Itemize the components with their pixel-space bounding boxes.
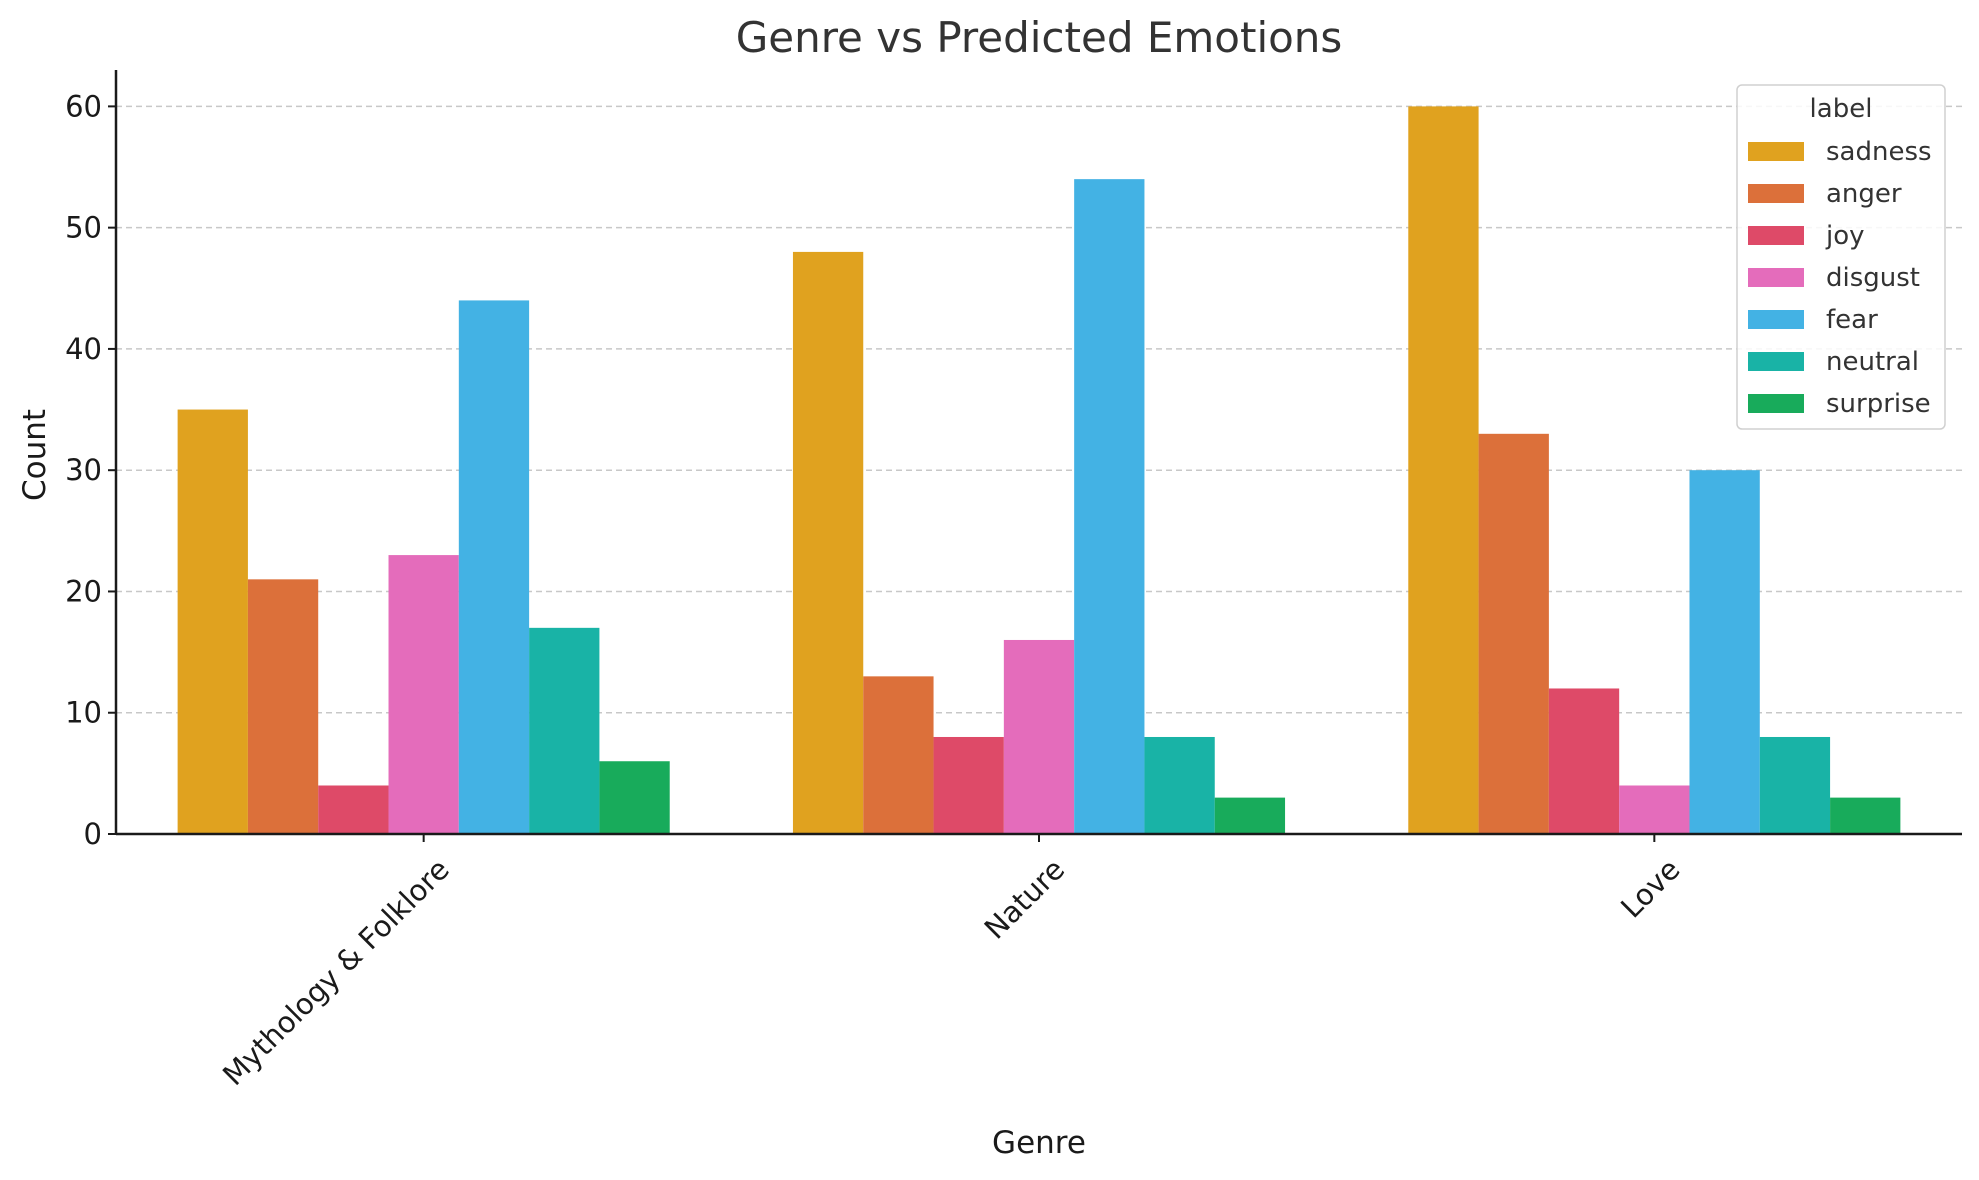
bar-fear: [458, 300, 530, 834]
bar-anger: [1478, 433, 1549, 834]
bar-disgust: [1619, 785, 1690, 834]
bar-fear: [1689, 470, 1760, 834]
axes: [108, 70, 1962, 842]
bar-sadness: [1408, 106, 1479, 834]
legend-label-disgust: disgust: [1826, 263, 1920, 293]
y-tick-label: 30: [65, 453, 102, 487]
legend-label-sadness: sadness: [1826, 137, 1932, 167]
x-axis-label: Genre: [992, 1125, 1086, 1161]
y-tick-label: 10: [65, 696, 102, 730]
bar-sadness: [177, 409, 248, 834]
bar-neutral: [1144, 736, 1215, 834]
bars: [177, 106, 1901, 835]
legend-label-joy: joy: [1825, 221, 1865, 251]
legend-swatch-disgust: [1748, 268, 1804, 287]
legend-swatch-sadness: [1748, 142, 1804, 161]
legend-frame: [1736, 84, 1946, 430]
legend: label sadness anger joy disgust fear neutral su…: [1736, 84, 1946, 430]
legend-label-neutral: neutral: [1826, 347, 1919, 377]
legend-swatch-anger: [1748, 184, 1804, 203]
legend-label-fear: fear: [1826, 305, 1878, 335]
legend-swatch-joy: [1748, 226, 1804, 245]
legend-swatch-neutral: [1748, 352, 1804, 371]
y-tick-label: 40: [65, 332, 102, 366]
bar-joy: [318, 785, 389, 834]
bar-sadness: [792, 251, 864, 834]
y-axis-label: Count: [17, 409, 53, 501]
y-tick-label: 0: [84, 817, 102, 851]
y-tick-label: 50: [65, 211, 102, 245]
legend-label-anger: anger: [1826, 179, 1902, 209]
bar-surprise: [1214, 797, 1286, 834]
bar-joy: [1548, 688, 1620, 834]
bar-joy: [933, 736, 1004, 834]
bar-surprise: [1830, 797, 1901, 834]
x-tick-label: Mythology & Folklore: [216, 852, 456, 1092]
legend-label-surprise: surprise: [1826, 389, 1931, 419]
y-tick-label: 60: [65, 89, 102, 123]
x-tick-label: Nature: [978, 852, 1072, 946]
legend-swatch-surprise: [1748, 394, 1804, 413]
x-tick-label: Love: [1614, 852, 1686, 924]
chart-title: Genre vs Predicted Emotions: [736, 13, 1343, 62]
bar-disgust: [1003, 639, 1075, 834]
bar-disgust: [388, 555, 459, 834]
bar-surprise: [599, 761, 670, 834]
bar-neutral: [1759, 736, 1831, 834]
bar-fear: [1074, 179, 1145, 835]
legend-swatch-fear: [1748, 310, 1804, 329]
bar-anger: [863, 676, 934, 834]
bar-anger: [247, 579, 319, 834]
legend-title: label: [1810, 94, 1873, 124]
y-tick-label: 20: [65, 574, 102, 608]
bar-neutral: [529, 627, 600, 834]
